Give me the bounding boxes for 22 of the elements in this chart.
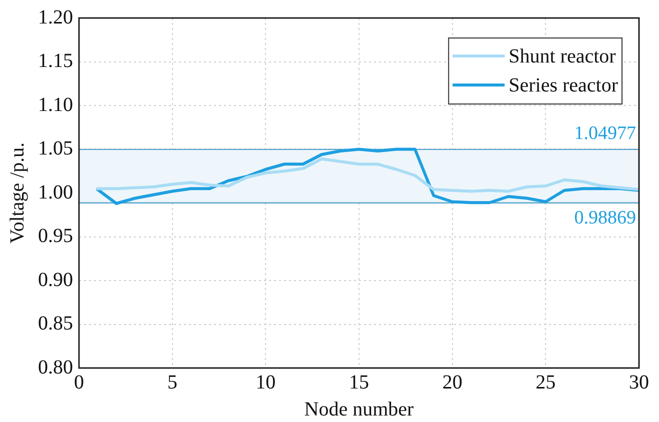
y-axis-title: Voltage /p.u.: [6, 142, 28, 244]
legend-label: Series reactor: [508, 74, 618, 96]
y-tick-label: 0.90: [38, 268, 73, 291]
y-tick-label: 1.05: [38, 138, 73, 160]
ref-line-label: 1.04977: [574, 122, 636, 144]
y-tick-label: 1.10: [38, 94, 73, 116]
x-tick-label: 10: [256, 371, 276, 394]
x-axis-title: Node number: [304, 398, 414, 420]
legend-label: Shunt reactor: [508, 45, 616, 68]
y-tick-label: 1.15: [38, 50, 73, 72]
x-tick-label: 20: [442, 371, 462, 394]
y-tick-label: 0.85: [38, 312, 73, 334]
y-tick-label: 0.95: [38, 225, 73, 247]
x-tick-label: 0: [74, 371, 84, 394]
y-tick-label: 1.00: [38, 181, 73, 204]
y-tick-label: 1.20: [38, 6, 73, 28]
x-tick-label: 25: [536, 371, 556, 394]
x-tick-label: 5: [167, 371, 178, 394]
ref-line-label: 0.98869: [574, 207, 636, 228]
y-tick-label: 0.80: [38, 356, 73, 378]
x-tick-label: 15: [349, 371, 369, 394]
x-tick-label: 30: [629, 371, 649, 394]
